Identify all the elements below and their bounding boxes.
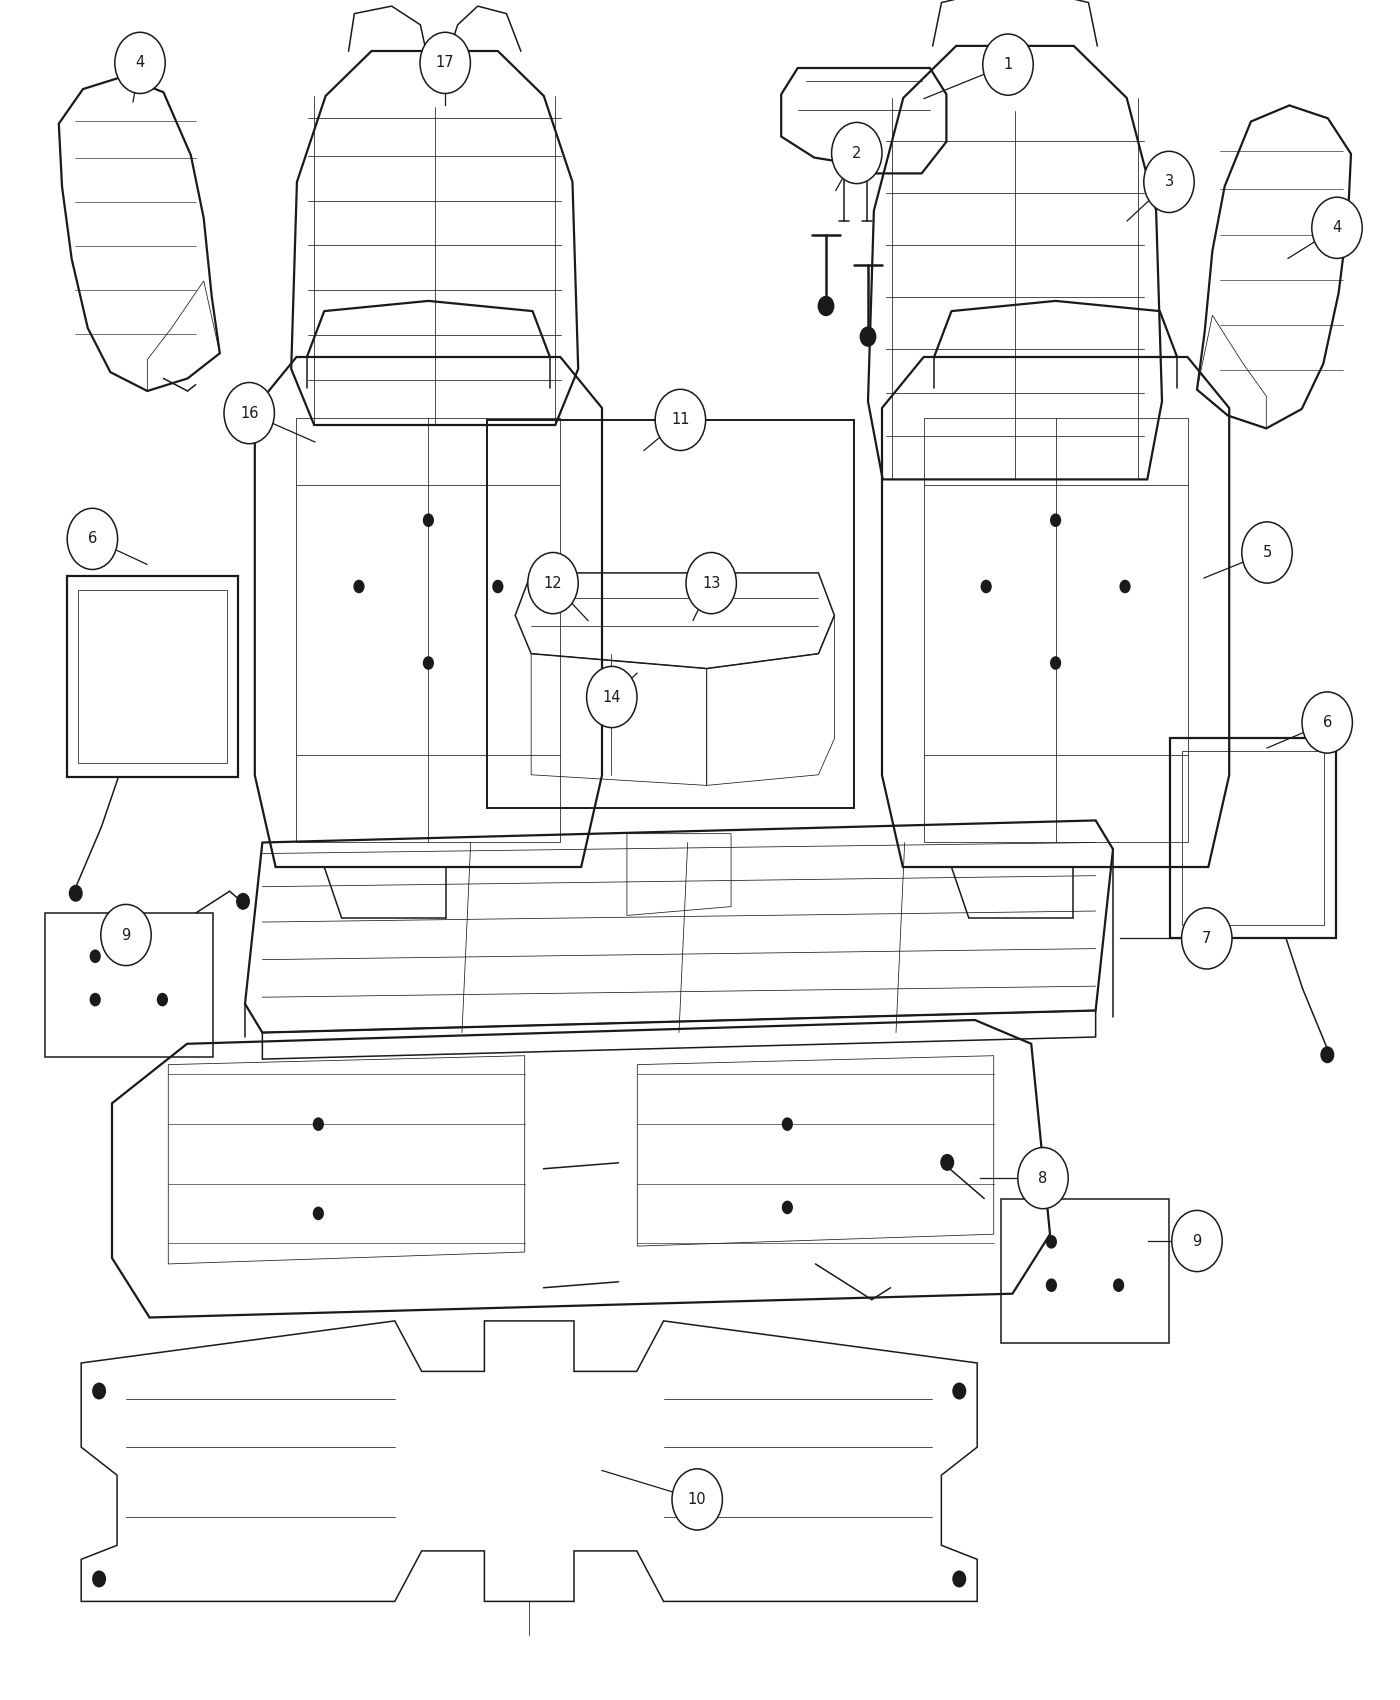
Circle shape [781, 1200, 792, 1214]
Circle shape [1120, 580, 1131, 593]
Circle shape [423, 656, 434, 670]
Circle shape [237, 892, 251, 910]
Circle shape [67, 508, 118, 570]
Circle shape [1050, 513, 1061, 527]
Circle shape [528, 552, 578, 614]
Text: 11: 11 [671, 413, 690, 427]
Circle shape [312, 1117, 323, 1130]
Circle shape [832, 122, 882, 184]
Circle shape [1018, 1148, 1068, 1209]
Circle shape [781, 1117, 792, 1130]
Circle shape [420, 32, 470, 94]
Circle shape [655, 389, 706, 450]
Circle shape [1302, 692, 1352, 753]
Text: 1: 1 [1004, 58, 1012, 71]
Circle shape [672, 1469, 722, 1530]
Circle shape [69, 884, 83, 901]
Circle shape [952, 1571, 966, 1588]
Circle shape [157, 993, 168, 1006]
Circle shape [1242, 522, 1292, 583]
Circle shape [224, 382, 274, 444]
Text: 9: 9 [1193, 1234, 1201, 1248]
Circle shape [101, 904, 151, 966]
Circle shape [1320, 1046, 1334, 1062]
Circle shape [1046, 1236, 1057, 1249]
Circle shape [353, 580, 364, 593]
Circle shape [980, 580, 991, 593]
Text: 4: 4 [1333, 221, 1341, 235]
Text: 9: 9 [122, 928, 130, 942]
Circle shape [818, 296, 834, 316]
Circle shape [92, 1382, 106, 1399]
Circle shape [92, 1571, 106, 1588]
Text: 6: 6 [1323, 716, 1331, 729]
Circle shape [860, 326, 876, 347]
Text: 5: 5 [1263, 546, 1271, 559]
Circle shape [587, 666, 637, 728]
Circle shape [983, 34, 1033, 95]
Circle shape [1144, 151, 1194, 212]
Text: 8: 8 [1039, 1171, 1047, 1185]
Text: 10: 10 [687, 1493, 707, 1506]
Circle shape [90, 993, 101, 1006]
Text: 12: 12 [543, 576, 563, 590]
Circle shape [90, 949, 101, 962]
Circle shape [941, 1154, 955, 1171]
Circle shape [1046, 1278, 1057, 1292]
Text: 3: 3 [1165, 175, 1173, 189]
Circle shape [493, 580, 504, 593]
Text: 2: 2 [853, 146, 861, 160]
Text: 7: 7 [1203, 932, 1211, 945]
Circle shape [952, 1382, 966, 1399]
Circle shape [1312, 197, 1362, 258]
Text: 17: 17 [435, 56, 455, 70]
Circle shape [1172, 1210, 1222, 1272]
Text: 16: 16 [239, 406, 259, 420]
Text: 6: 6 [88, 532, 97, 546]
Text: 13: 13 [701, 576, 721, 590]
Circle shape [686, 552, 736, 614]
Circle shape [115, 32, 165, 94]
Circle shape [1050, 656, 1061, 670]
Text: 14: 14 [602, 690, 622, 704]
Circle shape [423, 513, 434, 527]
Circle shape [1113, 1278, 1124, 1292]
Circle shape [312, 1207, 323, 1221]
Text: 4: 4 [136, 56, 144, 70]
Circle shape [1182, 908, 1232, 969]
